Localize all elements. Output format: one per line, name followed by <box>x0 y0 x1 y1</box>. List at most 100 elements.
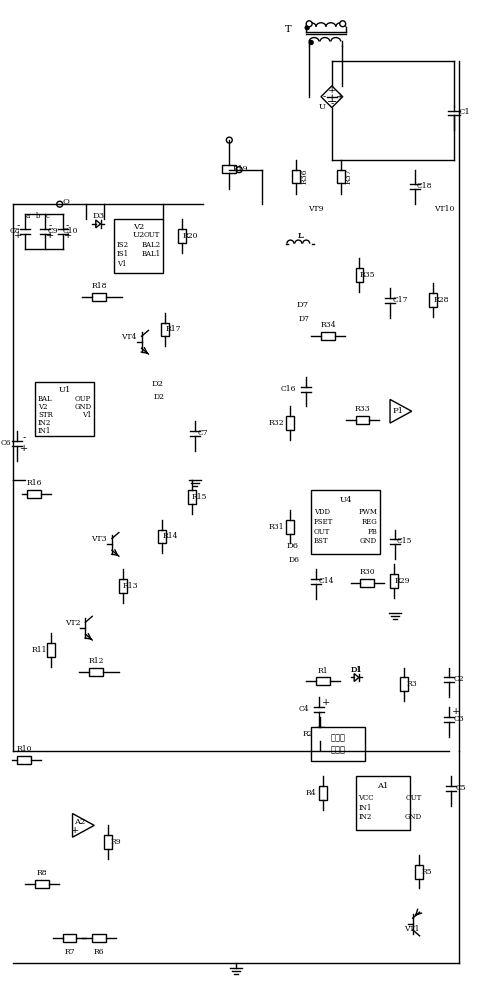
Text: R35: R35 <box>359 271 375 279</box>
Text: C4: C4 <box>299 705 309 713</box>
Text: D3: D3 <box>92 212 104 220</box>
Text: OUT: OUT <box>314 528 330 536</box>
Text: -: - <box>330 99 333 108</box>
Text: R14: R14 <box>163 532 178 540</box>
Text: D6: D6 <box>286 542 299 550</box>
Text: R10: R10 <box>17 745 32 753</box>
Text: A1: A1 <box>377 782 388 790</box>
Text: U: U <box>319 103 326 111</box>
Text: C9: C9 <box>48 227 58 235</box>
Text: VT4: VT4 <box>121 333 136 341</box>
Text: ⊥: ⊥ <box>327 94 337 104</box>
Text: IS1: IS1 <box>117 250 129 258</box>
Text: D2: D2 <box>154 393 165 401</box>
Text: BAL1: BAL1 <box>141 250 160 258</box>
Circle shape <box>305 26 309 30</box>
Polygon shape <box>390 399 412 423</box>
Text: L: L <box>298 232 303 240</box>
Text: R1: R1 <box>318 667 328 675</box>
Bar <box>114 219 163 273</box>
Bar <box>355 268 363 282</box>
Text: +: + <box>71 826 80 835</box>
Text: R32: R32 <box>269 419 284 427</box>
Bar <box>415 865 423 879</box>
Text: C17: C17 <box>392 296 408 304</box>
Polygon shape <box>354 674 359 681</box>
Text: R2: R2 <box>303 730 313 738</box>
Text: BAL2: BAL2 <box>141 241 160 249</box>
Bar <box>355 416 369 424</box>
Text: R28: R28 <box>434 296 449 304</box>
Text: R12: R12 <box>88 657 104 665</box>
Text: R34: R34 <box>320 321 336 329</box>
Text: R16: R16 <box>27 479 42 487</box>
Text: C14: C14 <box>318 577 334 585</box>
Text: C10: C10 <box>63 227 78 235</box>
Text: OUT: OUT <box>144 231 160 239</box>
Text: R30: R30 <box>359 568 375 576</box>
Text: V1: V1 <box>82 411 91 419</box>
Bar <box>47 643 55 657</box>
Text: -: - <box>48 221 52 230</box>
Text: c: c <box>46 212 50 220</box>
Text: R17: R17 <box>165 325 181 333</box>
Text: P1: P1 <box>392 407 404 415</box>
Text: IN2: IN2 <box>358 813 372 821</box>
Text: +: + <box>327 86 336 95</box>
Polygon shape <box>73 814 94 837</box>
Text: BAL: BAL <box>38 395 53 403</box>
Text: VT3: VT3 <box>91 535 107 543</box>
Text: R18: R18 <box>91 282 107 290</box>
Bar <box>316 727 324 741</box>
Circle shape <box>226 137 232 143</box>
Text: C1: C1 <box>458 108 470 116</box>
Text: R13: R13 <box>123 582 138 590</box>
Text: U4: U4 <box>339 496 352 504</box>
Text: R15: R15 <box>192 493 208 501</box>
Text: L: L <box>298 232 303 240</box>
Text: +: + <box>63 231 72 240</box>
Circle shape <box>309 41 313 44</box>
Text: C18: C18 <box>417 182 432 190</box>
Bar <box>321 332 335 340</box>
Bar <box>360 579 374 587</box>
Text: OUT: OUT <box>405 794 422 802</box>
Text: FB: FB <box>367 528 377 536</box>
Text: IN2: IN2 <box>38 419 52 427</box>
Bar <box>92 293 106 301</box>
Bar <box>63 934 77 942</box>
Text: C7: C7 <box>197 429 208 437</box>
Text: b: b <box>36 212 40 220</box>
Text: BST: BST <box>314 537 328 545</box>
Circle shape <box>306 21 312 27</box>
Bar <box>17 756 31 764</box>
Text: Q: Q <box>63 197 70 205</box>
Text: -: - <box>17 221 20 230</box>
Text: 线性驱: 线性驱 <box>331 735 346 743</box>
Bar <box>89 668 103 676</box>
Text: -: - <box>66 221 69 230</box>
Bar <box>293 170 300 183</box>
Bar <box>316 677 330 685</box>
Text: C8: C8 <box>10 227 21 235</box>
Bar <box>158 530 166 543</box>
Bar <box>35 382 94 436</box>
Bar <box>104 835 112 849</box>
Text: STR: STR <box>38 411 53 419</box>
Text: R3: R3 <box>407 680 417 688</box>
Bar <box>27 490 41 498</box>
Text: U1: U1 <box>58 386 71 394</box>
Bar <box>400 677 408 691</box>
Text: GND: GND <box>360 537 377 545</box>
Text: VDD: VDD <box>314 508 330 516</box>
Text: T: T <box>285 25 292 34</box>
Bar <box>337 170 345 183</box>
Text: a: a <box>26 212 30 220</box>
Text: 动电路: 动电路 <box>331 746 346 754</box>
Polygon shape <box>96 220 101 228</box>
Text: OUP: OUP <box>75 395 91 403</box>
Bar <box>286 520 295 534</box>
Text: C6: C6 <box>0 439 11 447</box>
Text: VT2: VT2 <box>65 619 80 627</box>
Text: +: + <box>336 92 344 101</box>
